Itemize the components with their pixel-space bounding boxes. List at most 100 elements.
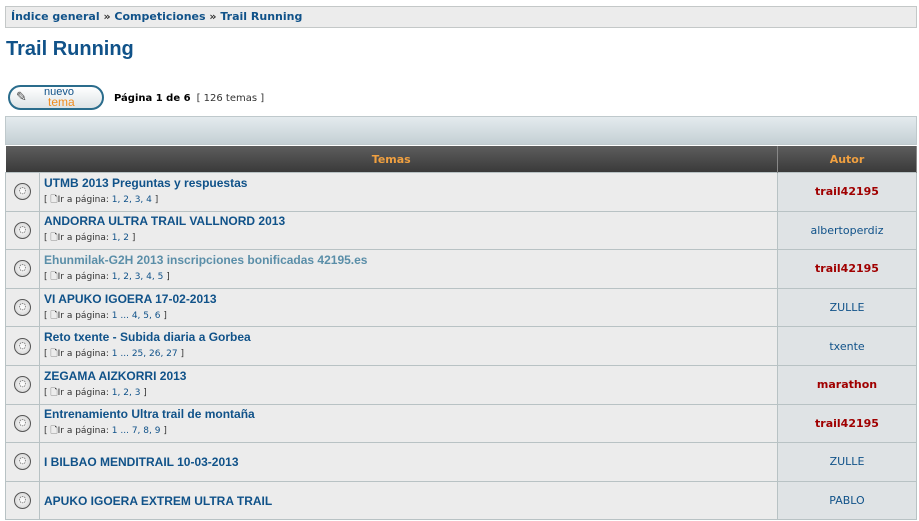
goto-label: Ir a página:	[57, 426, 109, 437]
goto-page: [ 🗋Ir a página: 1, 2, 3, 4 ]	[44, 194, 159, 205]
author-link[interactable]: txente	[777, 326, 917, 366]
topic-link[interactable]: Ehunmilak-G2H 2013 inscripciones bonific…	[44, 252, 368, 267]
topic-cell: I BILBAO MENDITRAIL 10-03-2013	[39, 442, 778, 482]
topic-status: ◌	[5, 326, 40, 366]
breadcrumb-competiciones[interactable]: Competiciones	[114, 10, 206, 23]
goto-page: [ 🗋Ir a página: 1, 2, 3 ]	[44, 387, 147, 398]
author-link[interactable]: trail42195	[777, 172, 917, 212]
topic-cell: UTMB 2013 Preguntas y respuestas [ 🗋Ir a …	[39, 172, 778, 212]
header-topics: Temas	[5, 146, 778, 173]
breadcrumb: Índice general » Competiciones » Trail R…	[5, 6, 917, 28]
author-link[interactable]: marathon	[777, 364, 917, 405]
topic-link[interactable]: ZEGAMA AIZKORRI 2013	[44, 368, 187, 383]
page-links[interactable]: 1, 2	[111, 233, 129, 244]
table-row: ◌ Entrenamiento Ultra trail de montaña [ …	[5, 403, 917, 444]
table-row: ◌ Ehunmilak-G2H 2013 inscripciones bonif…	[5, 249, 917, 289]
topic-read-icon: ◌	[14, 299, 31, 317]
topic-status: ◌	[5, 210, 40, 251]
goto-label: Ir a página:	[57, 387, 109, 398]
topic-link[interactable]: Entrenamiento Ultra trail de montaña	[44, 407, 255, 422]
topic-read-icon: ◌	[14, 221, 31, 239]
goto-page: [ 🗋Ir a página: 1 ... 25, 26, 27 ]	[44, 349, 185, 360]
page-icon: 🗋	[50, 387, 58, 398]
topic-cell: VI APUKO IGOERA 17-02-2013 [ 🗋Ir a página…	[39, 287, 778, 328]
table-row: ◌ APUKO IGOERA EXTREM ULTRA TRAIL PABLO	[5, 480, 917, 521]
table-row: ◌ I BILBAO MENDITRAIL 10-03-2013 ZULLE	[5, 442, 917, 482]
table-row: ◌ UTMB 2013 Preguntas y respuestas [ 🗋Ir …	[5, 172, 917, 212]
new-topic-label: nuevo	[44, 86, 74, 98]
topic-status: ◌	[5, 403, 40, 444]
breadcrumb-trail-running[interactable]: Trail Running	[220, 10, 303, 23]
author-link[interactable]: trail42195	[777, 249, 917, 289]
topic-status: ◌	[5, 172, 40, 212]
topic-status: ◌	[5, 287, 40, 328]
author-link[interactable]: trail42195	[777, 403, 917, 444]
page-icon: 🗋	[50, 310, 58, 321]
topic-cell: Reto txente - Subida diaria a Gorbea [ 🗋I…	[39, 326, 778, 366]
goto-label: Ir a página:	[57, 349, 109, 360]
author-link[interactable]: ZULLE	[777, 442, 917, 482]
topic-status: ◌	[5, 364, 40, 405]
page-links[interactable]: 1, 2, 3	[111, 387, 141, 398]
author-link[interactable]: albertoperdiz	[777, 210, 917, 251]
topic-status: ◌	[5, 480, 40, 521]
topic-cell: ANDORRA ULTRA TRAIL VALLNORD 2013 [ 🗋Ir a…	[39, 210, 778, 251]
header-author: Autor	[777, 146, 917, 173]
topic-link[interactable]: ANDORRA ULTRA TRAIL VALLNORD 2013	[44, 214, 286, 229]
page-icon: 🗋	[50, 426, 58, 437]
topic-read-icon: ◌	[14, 337, 31, 355]
page-icon: 🗋	[50, 233, 58, 244]
author-link[interactable]: ZULLE	[777, 287, 917, 328]
topic-link[interactable]: Reto txente - Subida diaria a Gorbea	[44, 330, 251, 345]
table-row: ◌ Reto txente - Subida diaria a Gorbea [ …	[5, 326, 917, 366]
topic-cell: APUKO IGOERA EXTREM ULTRA TRAIL	[39, 480, 778, 521]
page-icon: 🗋	[50, 194, 58, 205]
page-links[interactable]: 1 ... 4, 5, 6	[111, 310, 161, 321]
new-topic-label-2: tema	[48, 95, 75, 109]
table-row: ◌ VI APUKO IGOERA 17-02-2013 [ 🗋Ir a pági…	[5, 287, 917, 328]
topics-table: Temas Autor ◌ UTMB 2013 Preguntas y respu…	[5, 146, 917, 521]
page-icon: 🗋	[50, 271, 58, 282]
author-link[interactable]: PABLO	[777, 480, 917, 521]
page-links[interactable]: 1 ... 25, 26, 27	[111, 349, 178, 360]
topic-read-icon: ◌	[14, 183, 31, 201]
topic-read-icon: ◌	[14, 414, 31, 432]
goto-page: [ 🗋Ir a página: 1 ... 7, 8, 9 ]	[44, 426, 167, 437]
topic-read-icon: ◌	[14, 492, 31, 510]
goto-page: [ 🗋Ir a página: 1, 2, 3, 4, 5 ]	[44, 271, 170, 282]
topic-cell: Entrenamiento Ultra trail de montaña [ 🗋I…	[39, 403, 778, 444]
goto-label: Ir a página:	[57, 271, 109, 282]
page-title: Trail Running	[6, 38, 134, 60]
document-icon: ✎	[16, 90, 27, 105]
topic-link[interactable]: UTMB 2013 Preguntas y respuestas	[44, 175, 248, 190]
topic-link[interactable]: APUKO IGOERA EXTREM ULTRA TRAIL	[44, 493, 273, 508]
breadcrumb-separator: »	[209, 10, 217, 23]
page-links[interactable]: 1 ... 7, 8, 9	[111, 426, 161, 437]
topic-read-icon: ◌	[14, 453, 31, 471]
topic-cell: Ehunmilak-G2H 2013 inscripciones bonific…	[39, 249, 778, 289]
goto-page: [ 🗋Ir a página: 1 ... 4, 5, 6 ]	[44, 310, 167, 321]
goto-label: Ir a página:	[57, 233, 109, 244]
page-links[interactable]: 1, 2, 3, 4	[111, 194, 152, 205]
page-indicator: Página 1 de 6	[114, 93, 191, 104]
page-links[interactable]: 1, 2, 3, 4, 5	[111, 271, 164, 282]
pagination-info: Página 1 de 6 [ 126 temas ]	[114, 93, 264, 104]
goto-label: Ir a página:	[57, 310, 109, 321]
page-icon: 🗋	[50, 349, 58, 360]
topic-link[interactable]: I BILBAO MENDITRAIL 10-03-2013	[44, 454, 239, 469]
table-row: ◌ ZEGAMA AIZKORRI 2013 [ 🗋Ir a página: 1,…	[5, 364, 917, 405]
new-topic-button[interactable]: ✎ nuevo tema	[8, 85, 104, 110]
breadcrumb-separator: »	[103, 10, 111, 23]
goto-label: Ir a página:	[57, 194, 109, 205]
topic-link[interactable]: VI APUKO IGOERA 17-02-2013	[44, 291, 217, 306]
table-row: ◌ ANDORRA ULTRA TRAIL VALLNORD 2013 [ 🗋Ir…	[5, 210, 917, 251]
topic-cell: ZEGAMA AIZKORRI 2013 [ 🗋Ir a página: 1, 2…	[39, 364, 778, 405]
topic-status: ◌	[5, 249, 40, 289]
topic-count: [ 126 temas ]	[196, 93, 265, 104]
topic-read-icon: ◌	[14, 376, 31, 394]
toolbar-strip	[5, 116, 917, 145]
topic-read-icon: ◌	[14, 260, 31, 278]
goto-page: [ 🗋Ir a página: 1, 2 ]	[44, 233, 136, 244]
breadcrumb-index[interactable]: Índice general	[11, 10, 100, 23]
topic-status: ◌	[5, 442, 40, 482]
